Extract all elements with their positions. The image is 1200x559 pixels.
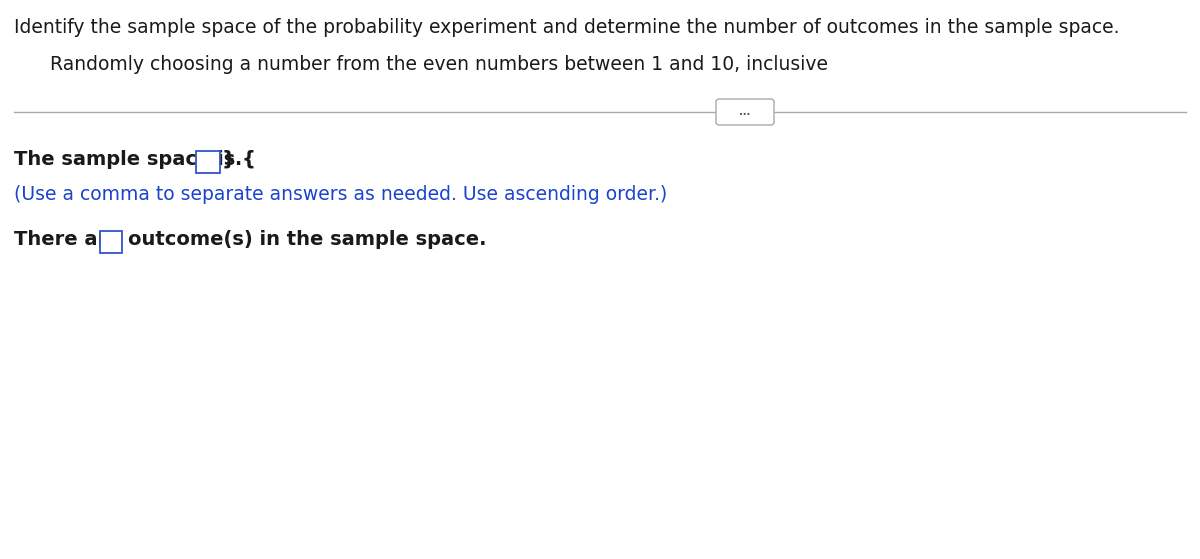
Text: ...: ... <box>739 107 751 117</box>
Text: The sample space is {: The sample space is { <box>14 150 256 169</box>
FancyBboxPatch shape <box>716 99 774 125</box>
Text: outcome(s) in the sample space.: outcome(s) in the sample space. <box>128 230 486 249</box>
Text: (Use a comma to separate answers as needed. Use ascending order.): (Use a comma to separate answers as need… <box>14 185 667 204</box>
Text: Randomly choosing a number from the even numbers between 1 and 10, inclusive: Randomly choosing a number from the even… <box>50 55 828 74</box>
FancyBboxPatch shape <box>100 231 122 253</box>
FancyBboxPatch shape <box>196 151 220 173</box>
Text: }.: }. <box>222 150 244 169</box>
Text: There are: There are <box>14 230 120 249</box>
Text: Identify the sample space of the probability experiment and determine the number: Identify the sample space of the probabi… <box>14 18 1120 37</box>
